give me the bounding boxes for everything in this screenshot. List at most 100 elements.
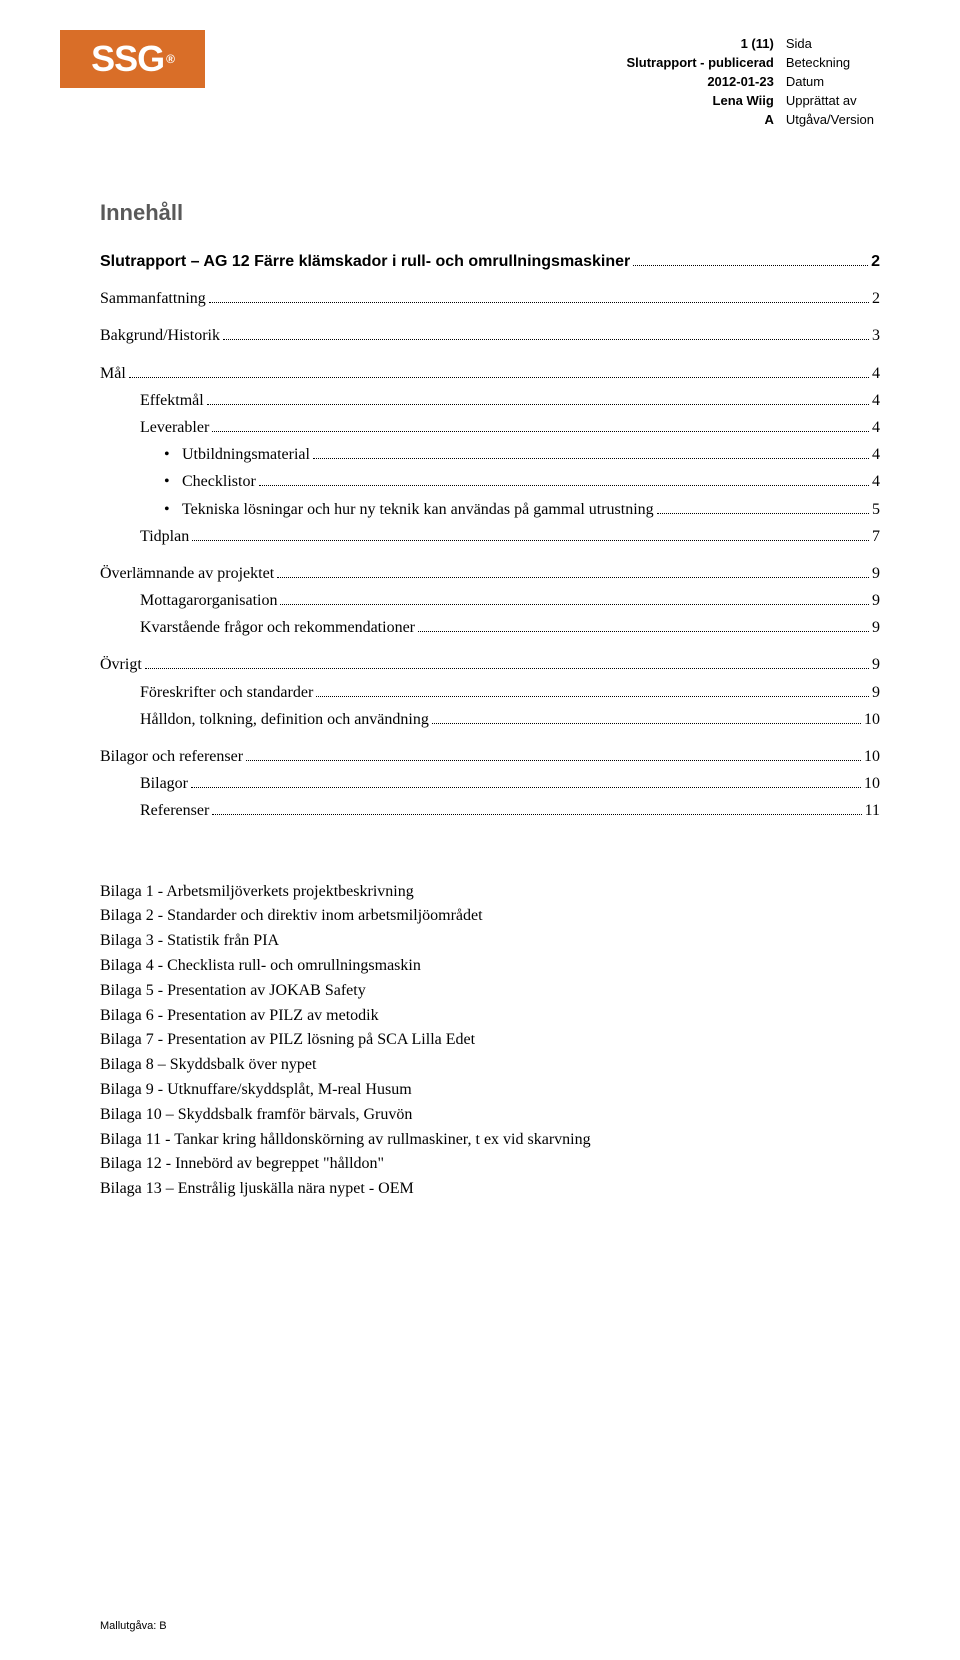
- toc-row[interactable]: Referenser11: [100, 797, 880, 824]
- toc-row[interactable]: Överlämnande av projektet9: [100, 560, 880, 587]
- meta-author-val: Lena Wiig: [620, 91, 779, 110]
- toc-dots: [145, 668, 869, 669]
- toc-page: 4: [872, 468, 880, 495]
- toc-row[interactable]: Kvarstående frågor och rekommendationer 9: [100, 614, 880, 641]
- logo-mark: ®: [166, 52, 174, 66]
- toc-page: 4: [872, 441, 880, 468]
- toc-page: 5: [872, 496, 880, 523]
- toc-row[interactable]: Utbildningsmaterial 4: [100, 441, 880, 468]
- meta-ver-lbl: Utgåva/Version: [780, 110, 880, 129]
- appendix-line: Bilaga 10 – Skyddsbalk framför bärvals, …: [100, 1103, 880, 1128]
- toc-row[interactable]: Sammanfattning 2: [100, 285, 880, 312]
- toc-page: 10: [864, 743, 880, 770]
- toc-label: Bilagor: [140, 770, 188, 797]
- logo: SSG®: [60, 30, 205, 88]
- toc-page: 9: [872, 587, 880, 614]
- toc-label: Tekniska lösningar och hur ny teknik kan…: [182, 496, 654, 523]
- toc-dots: [432, 723, 861, 724]
- toc-row[interactable]: Föreskrifter och standarder 9: [100, 679, 880, 706]
- appendix-line: Bilaga 8 – Skyddsbalk över nypet: [100, 1053, 880, 1078]
- toc-page: 9: [872, 679, 880, 706]
- meta-page-lbl: Sida: [780, 34, 880, 53]
- toc-label: Leverabler: [140, 414, 209, 441]
- toc-label: Övrigt: [100, 651, 142, 678]
- toc-dots: [313, 458, 869, 459]
- toc-page: 10: [864, 770, 880, 797]
- toc-label: Slutrapport – AG 12 Färre klämskador i r…: [100, 248, 630, 275]
- toc-page: 4: [872, 414, 880, 441]
- toc-page: 2: [871, 248, 880, 275]
- toc-page: 7: [872, 523, 880, 550]
- toc-row[interactable]: Checklistor 4: [100, 468, 880, 495]
- toc-label: Föreskrifter och standarder: [140, 679, 313, 706]
- appendix-line: Bilaga 13 – Enstrålig ljuskälla nära nyp…: [100, 1177, 880, 1202]
- appendix-line: Bilaga 11 - Tankar kring hålldonskörning…: [100, 1128, 880, 1153]
- appendix-line: Bilaga 2 - Standarder och direktiv inom …: [100, 904, 880, 929]
- toc-label: Hålldon, tolkning, definition och använd…: [140, 706, 429, 733]
- meta-date-lbl: Datum: [780, 72, 880, 91]
- toc-row[interactable]: Mottagarorganisation 9: [100, 587, 880, 614]
- toc-label: Utbildningsmaterial: [182, 441, 310, 468]
- toc-dots: [246, 760, 861, 761]
- toc-row[interactable]: Effektmål4: [100, 387, 880, 414]
- toc-page: 2: [872, 285, 880, 312]
- toc-page: 4: [872, 360, 880, 387]
- meta-date-val: 2012-01-23: [620, 72, 779, 91]
- toc-row[interactable]: Tidplan 7: [100, 523, 880, 550]
- meta-page-val: 1 (11): [620, 34, 779, 53]
- toc-row[interactable]: Mål 4: [100, 360, 880, 387]
- toc-page: 9: [872, 614, 880, 641]
- footer: Mallutgåva: B: [100, 1620, 167, 1632]
- toc: Slutrapport – AG 12 Färre klämskador i r…: [100, 248, 880, 825]
- toc-label: Checklistor: [182, 468, 256, 495]
- toc-dots: [418, 631, 869, 632]
- innehall-heading: Innehåll: [100, 200, 880, 226]
- toc-page: 9: [872, 560, 880, 587]
- meta-ver-val: A: [620, 110, 779, 129]
- toc-row[interactable]: Bilagor 10: [100, 770, 880, 797]
- toc-row[interactable]: Tekniska lösningar och hur ny teknik kan…: [100, 496, 880, 523]
- toc-label: Bilagor och referenser: [100, 743, 243, 770]
- toc-label: Mål: [100, 360, 126, 387]
- toc-dots: [209, 302, 869, 303]
- appendix-line: Bilaga 4 - Checklista rull- och omrullni…: [100, 954, 880, 979]
- logo-text: SSG: [91, 38, 164, 80]
- meta-author-lbl: Upprättat av: [780, 91, 880, 110]
- toc-label: Sammanfattning: [100, 285, 206, 312]
- toc-dots: [277, 577, 869, 578]
- toc-dots: [657, 513, 869, 514]
- toc-label: Kvarstående frågor och rekommendationer: [140, 614, 415, 641]
- appendix-line: Bilaga 5 - Presentation av JOKAB Safety: [100, 979, 880, 1004]
- toc-label: Tidplan: [140, 523, 189, 550]
- appendix-line: Bilaga 9 - Utknuffare/skyddsplåt, M-real…: [100, 1078, 880, 1103]
- appendix-line: Bilaga 3 - Statistik från PIA: [100, 929, 880, 954]
- toc-row[interactable]: Leverabler 4: [100, 414, 880, 441]
- content: Innehåll Slutrapport – AG 12 Färre kläms…: [100, 200, 880, 1202]
- toc-row[interactable]: Slutrapport – AG 12 Färre klämskador i r…: [100, 248, 880, 275]
- toc-row[interactable]: Bilagor och referenser 10: [100, 743, 880, 770]
- toc-row[interactable]: Hålldon, tolkning, definition och använd…: [100, 706, 880, 733]
- toc-dots: [633, 265, 868, 266]
- appendix-line: Bilaga 6 - Presentation av PILZ av metod…: [100, 1004, 880, 1029]
- toc-dots: [212, 814, 861, 815]
- toc-page: 10: [864, 706, 880, 733]
- toc-row[interactable]: Övrigt 9: [100, 651, 880, 678]
- header-meta: 1 (11)Sida Slutrapport - publiceradBetec…: [620, 34, 880, 129]
- toc-label: Effektmål: [140, 387, 204, 414]
- meta-doc-val: Slutrapport - publicerad: [620, 53, 779, 72]
- toc-label: Mottagarorganisation: [140, 587, 277, 614]
- appendix-line: Bilaga 1 - Arbetsmiljöverkets projektbes…: [100, 880, 880, 905]
- toc-dots: [192, 540, 869, 541]
- toc-page: 9: [872, 651, 880, 678]
- toc-dots: [259, 485, 869, 486]
- appendix-list: Bilaga 1 - Arbetsmiljöverkets projektbes…: [100, 880, 880, 1202]
- toc-label: Bakgrund/Historik: [100, 322, 220, 349]
- toc-row[interactable]: Bakgrund/Historik 3: [100, 322, 880, 349]
- toc-dots: [280, 604, 869, 605]
- toc-page: 3: [872, 322, 880, 349]
- meta-doc-lbl: Beteckning: [780, 53, 880, 72]
- appendix-line: Bilaga 7 - Presentation av PILZ lösning …: [100, 1028, 880, 1053]
- toc-dots: [316, 696, 869, 697]
- toc-label: Referenser: [140, 797, 209, 824]
- toc-dots: [191, 787, 861, 788]
